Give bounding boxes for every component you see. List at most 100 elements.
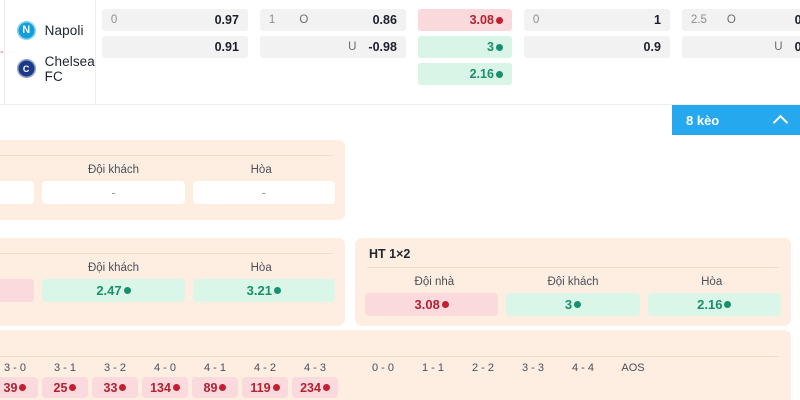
market-header-home: Đội nhà (0, 161, 40, 179)
odds-value: 1 (653, 13, 661, 27)
score-odds[interactable]: 33 (92, 377, 138, 398)
correct-score-item[interactable]: 3 - 3 (508, 357, 558, 398)
score-odds[interactable]: 234 (292, 377, 338, 398)
odds-value: 0.89 (794, 13, 800, 27)
correct-score-draw-group: 0 - 0 1 - 1 2 - 2 3 - 3 4 - 4 (358, 357, 658, 398)
correct-score-item[interactable]: 4 - 1 89 (190, 357, 240, 398)
handicap-label: 0 (110, 14, 118, 26)
score-odds[interactable]: 25 (42, 377, 88, 398)
market-panel-ft-ou: Đội nhà Đội khách Hòa 2.47 3.21 (0, 238, 345, 326)
team-list[interactable]: N Napoli C Chelsea FC (5, 0, 96, 104)
divider (0, 356, 779, 357)
market-cell-away[interactable]: 3 (506, 293, 640, 316)
correct-score-item[interactable]: 4 - 0 134 (140, 357, 190, 398)
odds-group-handicap-half: 0 1 0.9 (518, 9, 676, 85)
market-cell-home[interactable]: - (0, 181, 35, 204)
handicap-label: 1 (268, 14, 276, 26)
market-panel-correct-score: c toàn trận 2 - 1 9.5 3 - 0 39 3 - 1 2 (0, 330, 791, 400)
score-odds[interactable]: 39 (0, 377, 38, 398)
score-label: 4 - 0 (153, 362, 176, 374)
market-cell-draw[interactable]: 3.21 (192, 279, 335, 302)
odds-value: 25 (53, 380, 68, 395)
odds-cell[interactable]: 0.9 (523, 36, 670, 58)
trend-down-icon (219, 384, 227, 391)
score-odds[interactable] (610, 377, 656, 398)
team-away[interactable]: C Chelsea FC (16, 53, 95, 84)
market-header-away: Đội khách (87, 164, 140, 176)
score-odds[interactable] (460, 377, 506, 398)
trend-up-icon (273, 287, 281, 294)
odds-cell[interactable]: 2.5 O 0.89 (681, 9, 800, 31)
markets-count-button[interactable]: 8 kèo (672, 105, 800, 135)
over-under-label: U (774, 41, 783, 53)
market-header-draw: Hòa (250, 164, 272, 176)
market-cell-draw[interactable]: 2.16 (647, 293, 781, 316)
score-label: 3 - 3 (521, 362, 544, 374)
correct-score-item[interactable]: 4 - 3 234 (290, 357, 340, 398)
trend-up-icon (574, 301, 582, 308)
score-odds[interactable] (360, 377, 406, 398)
score-odds[interactable]: 89 (192, 377, 238, 398)
odds-value: 89 (203, 380, 218, 395)
odds-cell-empty (102, 63, 248, 85)
markets-count-label: 8 kèo (686, 112, 720, 128)
odds-value: 134 (150, 380, 171, 395)
group-spacer (340, 357, 358, 398)
trend-down-icon (272, 384, 280, 391)
odds-value: 33 (103, 380, 118, 395)
correct-score-item[interactable]: 3 - 1 25 (40, 357, 90, 398)
market-cell-home[interactable]: 3.08 (365, 293, 499, 316)
score-label: 3 - 2 (103, 362, 126, 374)
market-cell-home[interactable] (0, 279, 35, 302)
odds-cell[interactable]: 1 O 0.86 (259, 9, 406, 31)
odds-cell[interactable]: 0 1 (523, 9, 670, 31)
odds-cell-draw[interactable]: 2.16 (417, 63, 512, 85)
odds-value: 0.86 (372, 13, 397, 27)
team-away-name: Chelsea FC (44, 53, 95, 84)
market-headers: Đội nhà Đội khách Hòa (0, 156, 345, 179)
score-odds[interactable]: 119 (242, 377, 288, 398)
market-cell-draw[interactable]: - (192, 181, 335, 204)
over-under-label: O (726, 14, 736, 26)
correct-score-item[interactable]: 1 - 1 (408, 357, 458, 398)
correct-score-item[interactable]: 3 - 2 33 (90, 357, 140, 398)
market-headers: Đội nhà Đội khách Hòa (355, 268, 791, 291)
correct-score-item[interactable]: 4 - 2 119 (240, 357, 290, 398)
trend-up-icon (123, 287, 131, 294)
correct-score-item[interactable]: 3 - 0 39 (0, 357, 40, 398)
over-under-label: O (299, 14, 309, 26)
market-cells: 3.08 3 2.16 (355, 291, 791, 327)
odds-value: 3 (486, 40, 494, 54)
odds-cell[interactable]: 0 0.97 (101, 9, 248, 31)
market-cell-away[interactable]: - (42, 181, 185, 204)
team-home[interactable]: N Napoli (16, 20, 95, 40)
correct-score-item[interactable]: 4 - 4 (558, 357, 608, 398)
odds-cell[interactable]: U -0.98 (259, 36, 406, 58)
trend-down-icon (172, 384, 180, 391)
correct-score-item[interactable]: 2 - 2 (458, 357, 508, 398)
odds-value: 0.99 (794, 40, 800, 54)
trend-up-icon (495, 43, 503, 51)
trend-up-icon (724, 301, 732, 308)
market-panel-ft-1x2: Đội nhà Đội khách Hòa - - - (0, 140, 345, 220)
score-odds[interactable] (560, 377, 606, 398)
odds-value: -0.98 (368, 40, 397, 54)
score-odds[interactable] (410, 377, 456, 398)
odds-value: 2.16 (697, 297, 723, 312)
score-odds[interactable]: 134 (142, 377, 188, 398)
odds-cell-home[interactable]: 3.08 (417, 9, 512, 31)
score-label: 0 - 0 (371, 362, 394, 374)
correct-score-item[interactable]: 0 - 0 (358, 357, 408, 398)
odds-cell[interactable]: 0.91 (101, 36, 248, 58)
over-under-label: U (348, 41, 357, 53)
market-panel-ht-1x2: HT 1×2 Đội nhà Đội khách Hòa 3.08 3 2.16 (355, 238, 791, 326)
correct-score-item[interactable]: AOS (608, 357, 658, 398)
market-header-draw: Hòa (250, 262, 272, 274)
odds-cell[interactable]: U 0.99 (681, 36, 800, 58)
odds-value: 119 (250, 380, 271, 395)
market-cell-away[interactable]: 2.47 (42, 279, 185, 302)
score-label: 4 - 3 (303, 362, 326, 374)
trend-down-icon (119, 384, 127, 391)
score-odds[interactable] (510, 377, 556, 398)
odds-cell-away[interactable]: 3 (417, 36, 512, 58)
